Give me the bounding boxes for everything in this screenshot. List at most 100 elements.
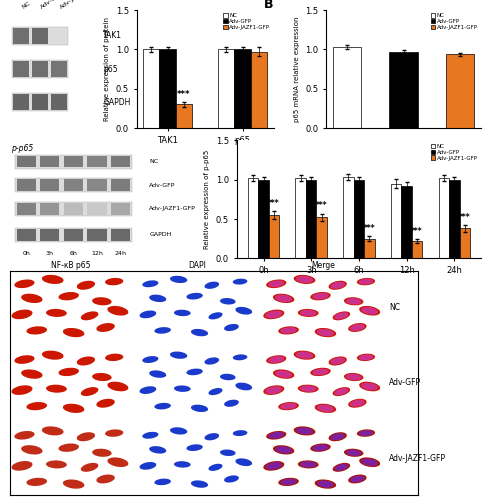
Bar <box>40 203 59 214</box>
Text: Adv-GFP: Adv-GFP <box>389 378 421 388</box>
Legend: NC, Adv-GFP, Adv-JAZF1-GFP: NC, Adv-GFP, Adv-JAZF1-GFP <box>223 13 271 30</box>
Ellipse shape <box>21 445 43 454</box>
Title: NF-κB p65: NF-κB p65 <box>52 261 91 270</box>
Ellipse shape <box>294 350 315 360</box>
Bar <box>64 229 83 240</box>
Ellipse shape <box>155 327 171 334</box>
Ellipse shape <box>357 354 375 361</box>
Bar <box>40 229 59 240</box>
Bar <box>159 50 176 128</box>
Ellipse shape <box>105 278 123 285</box>
Ellipse shape <box>149 446 166 454</box>
Ellipse shape <box>273 294 295 303</box>
Ellipse shape <box>170 428 187 434</box>
Ellipse shape <box>63 480 85 488</box>
Bar <box>17 156 36 168</box>
Text: ***: *** <box>364 224 375 233</box>
Bar <box>64 156 83 168</box>
Ellipse shape <box>263 386 284 395</box>
Ellipse shape <box>77 280 95 290</box>
Ellipse shape <box>92 373 112 381</box>
Ellipse shape <box>329 356 347 366</box>
Ellipse shape <box>278 478 299 486</box>
Y-axis label: Relative expression of p-p65: Relative expression of p-p65 <box>205 150 210 249</box>
Ellipse shape <box>220 450 236 456</box>
Ellipse shape <box>235 458 252 466</box>
Ellipse shape <box>300 462 316 468</box>
Ellipse shape <box>265 310 282 318</box>
Text: ***: *** <box>177 90 191 99</box>
Ellipse shape <box>296 428 313 434</box>
Text: 24h: 24h <box>115 252 126 256</box>
Legend: NC, Adv-GFP, Adv-JAZF1-GFP: NC, Adv-GFP, Adv-JAZF1-GFP <box>430 143 478 161</box>
Ellipse shape <box>107 306 128 316</box>
Bar <box>364 238 375 258</box>
Bar <box>295 178 306 258</box>
Title: DAPI: DAPI <box>188 261 206 270</box>
Ellipse shape <box>334 464 348 471</box>
Ellipse shape <box>346 450 361 456</box>
Ellipse shape <box>155 478 171 485</box>
Bar <box>248 178 258 258</box>
Ellipse shape <box>96 323 115 332</box>
Ellipse shape <box>359 382 380 392</box>
Ellipse shape <box>359 458 380 467</box>
Y-axis label: Relative expression of protein: Relative expression of protein <box>104 17 110 121</box>
Bar <box>15 202 132 216</box>
Ellipse shape <box>263 310 284 319</box>
Ellipse shape <box>205 433 219 440</box>
Ellipse shape <box>359 278 373 284</box>
Bar <box>460 228 470 258</box>
Ellipse shape <box>42 426 64 436</box>
Ellipse shape <box>266 462 282 469</box>
Bar <box>15 178 132 192</box>
Bar <box>32 28 48 44</box>
Text: NC: NC <box>389 302 400 312</box>
Text: GAPDH: GAPDH <box>149 232 172 237</box>
Ellipse shape <box>220 298 236 304</box>
Ellipse shape <box>332 312 350 320</box>
Bar <box>17 180 36 191</box>
Ellipse shape <box>359 354 373 360</box>
Text: B: B <box>264 0 273 11</box>
Text: 12h: 12h <box>91 252 103 256</box>
Ellipse shape <box>361 307 378 314</box>
Ellipse shape <box>278 326 299 334</box>
Ellipse shape <box>233 354 247 360</box>
Bar <box>306 180 316 258</box>
Bar <box>32 94 48 110</box>
Ellipse shape <box>348 399 366 407</box>
Ellipse shape <box>220 374 236 380</box>
Ellipse shape <box>81 463 98 472</box>
Ellipse shape <box>310 368 331 376</box>
Bar <box>51 94 67 110</box>
Ellipse shape <box>361 382 378 390</box>
Bar <box>258 180 269 258</box>
Ellipse shape <box>142 280 158 287</box>
Ellipse shape <box>314 480 336 488</box>
Ellipse shape <box>280 478 296 485</box>
Text: ***: *** <box>411 226 423 235</box>
Ellipse shape <box>107 382 128 392</box>
Ellipse shape <box>81 387 98 396</box>
Ellipse shape <box>332 387 350 396</box>
Bar <box>13 94 29 110</box>
Ellipse shape <box>294 275 315 284</box>
Ellipse shape <box>63 404 85 413</box>
Ellipse shape <box>344 448 364 457</box>
Bar <box>51 62 67 76</box>
Ellipse shape <box>275 370 292 378</box>
Bar <box>234 50 251 128</box>
Ellipse shape <box>317 480 334 488</box>
Ellipse shape <box>300 310 316 316</box>
Ellipse shape <box>362 458 378 466</box>
Bar <box>12 60 68 78</box>
Ellipse shape <box>21 294 43 303</box>
Bar <box>64 180 83 191</box>
Text: p-p65: p-p65 <box>12 144 34 153</box>
Ellipse shape <box>191 480 208 488</box>
Ellipse shape <box>58 368 79 376</box>
Ellipse shape <box>314 328 336 337</box>
Text: Adv-JAZF1-GFP: Adv-JAZF1-GFP <box>59 0 100 10</box>
Ellipse shape <box>42 275 64 284</box>
